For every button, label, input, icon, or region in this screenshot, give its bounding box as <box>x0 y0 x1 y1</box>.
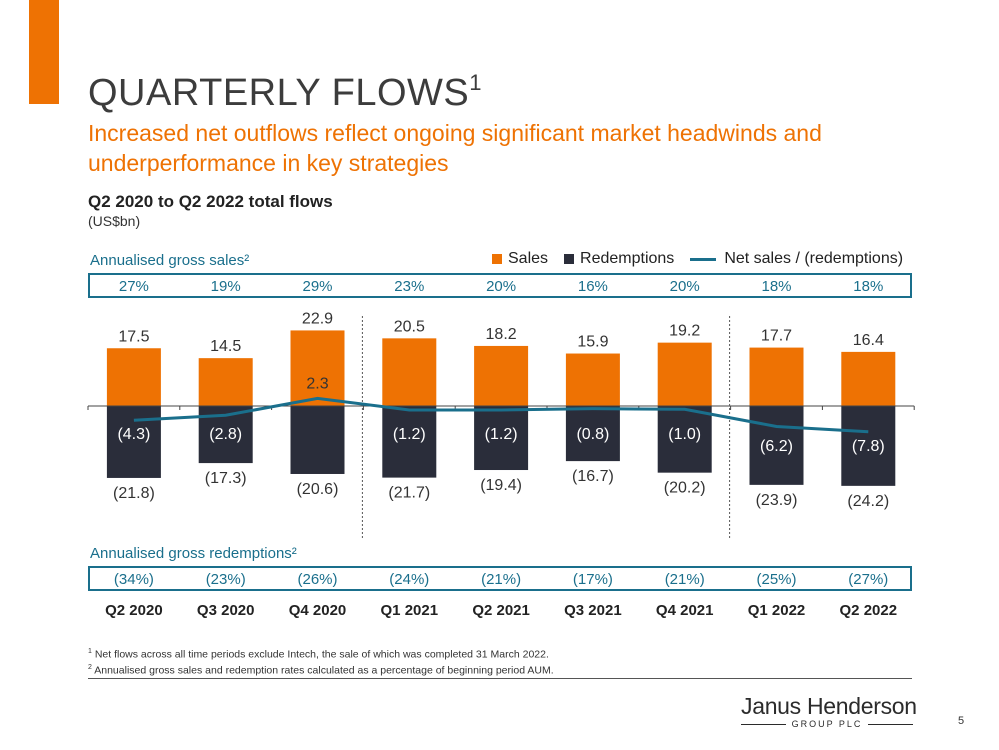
flows-chart: 27% 19% 29% 23% 20% 16% 20% 18% 18% 17.5 (21.8) 14.… <box>87 278 915 619</box>
gross-sales-rate: 20% <box>670 278 700 295</box>
redemptions-value-label: (21.8) <box>113 485 155 502</box>
legend-redemptions-swatch <box>564 254 575 264</box>
redemptions-value-label: (21.7) <box>388 485 430 502</box>
legend-sales: Sales <box>492 250 548 268</box>
gross-sales-label: Annualised gross sales² <box>90 252 250 269</box>
redemptions-value-label: (16.7) <box>572 468 614 485</box>
net-value-label: (0.8) <box>576 426 609 443</box>
sales-value-label: 17.7 <box>761 328 792 345</box>
redemptions-bar <box>841 406 896 486</box>
net-flows-line <box>133 396 869 434</box>
gross-sales-box <box>88 273 912 298</box>
sales-bar <box>657 342 712 406</box>
sales-bar <box>749 347 804 406</box>
logo-name: Janus Henderson <box>741 693 917 719</box>
sales-bar <box>106 348 161 406</box>
sales-bar <box>565 353 620 406</box>
net-value-label: (2.8) <box>209 426 242 443</box>
redemptions-value-label: (23.9) <box>756 492 798 509</box>
gross-sales-rate: 20% <box>486 278 516 295</box>
page-subtitle: Increased net outflows reflect ongoing s… <box>88 120 822 176</box>
redemptions-value-label: (17.3) <box>205 470 247 487</box>
page-title: QUARTERLY FLOWS1 <box>88 70 482 114</box>
sales-bar <box>290 330 345 406</box>
footnote-2: 2 Annualised gross sales and redemption … <box>88 664 554 677</box>
page-number: 5 <box>958 715 965 727</box>
x-axis-category-label: Q4 2020 <box>289 602 347 619</box>
sales-value-label: 22.9 <box>302 310 333 327</box>
logo-subtitle: GROUP PLC <box>741 719 914 729</box>
sales-bar <box>198 358 253 406</box>
legend-net-line <box>690 257 717 261</box>
x-axis-category-label: Q1 2021 <box>381 602 439 619</box>
gross-redemptions-rate: (23%) <box>206 571 246 588</box>
sales-value-label: 14.5 <box>210 338 241 355</box>
sales-value-label: 17.5 <box>118 328 149 345</box>
x-axis-category-label: Q3 2020 <box>197 602 255 619</box>
chart-unit: (US$bn) <box>88 213 141 229</box>
sales-bar <box>474 345 529 406</box>
redemptions-bar <box>657 406 712 473</box>
gross-redemptions-rate: (21%) <box>665 571 705 588</box>
net-value-label: (1.0) <box>668 426 701 443</box>
gross-redemptions-rate: (26%) <box>297 571 337 588</box>
redemptions-bar <box>290 406 345 474</box>
sales-value-label: 20.5 <box>394 318 425 335</box>
footnote-divider <box>88 678 912 679</box>
chart-title: Q2 2020 to Q2 2022 total flows <box>88 192 333 211</box>
gross-redemptions-label: Annualised gross redemptions² <box>90 545 297 562</box>
sales-value-label: 18.2 <box>486 326 517 343</box>
net-value-label: (7.8) <box>852 438 885 455</box>
sales-value-label: 15.9 <box>577 334 608 351</box>
net-value-label: (4.3) <box>117 426 150 443</box>
net-value-label: (6.2) <box>760 438 793 455</box>
net-value-label: 2.3 <box>306 375 328 392</box>
redemptions-bar <box>474 406 529 471</box>
redemptions-value-label: (24.2) <box>847 493 889 510</box>
sales-bar <box>382 338 437 406</box>
gross-redemptions-rate: (24%) <box>389 571 429 588</box>
net-value-label: (1.2) <box>393 426 426 443</box>
net-value-label: (1.2) <box>485 426 518 443</box>
redemptions-value-label: (20.2) <box>664 480 706 497</box>
legend-sales-swatch <box>492 254 502 264</box>
gross-sales-rate: 23% <box>394 278 424 295</box>
redemptions-bar <box>565 406 620 462</box>
gross-redemptions-box <box>88 566 912 591</box>
legend-net: Net sales / (redemptions) <box>690 250 903 268</box>
gross-sales-rate: 29% <box>302 278 332 295</box>
gross-redemptions-rate: (21%) <box>481 571 521 588</box>
gross-redemptions-rate: (34%) <box>114 571 154 588</box>
gross-sales-rate: 18% <box>853 278 883 295</box>
sales-value-label: 19.2 <box>669 323 700 340</box>
redemptions-bar <box>382 406 437 478</box>
accent-bar <box>29 0 59 104</box>
gross-sales-rate: 19% <box>211 278 241 295</box>
gross-sales-rate: 18% <box>761 278 791 295</box>
gross-sales-rate: 16% <box>578 278 608 295</box>
legend-redemptions: Redemptions <box>564 250 674 268</box>
x-axis-category-label: Q2 2021 <box>472 602 530 619</box>
sales-bar <box>841 351 896 406</box>
gross-redemptions-rate: (17%) <box>573 571 613 588</box>
x-axis-category-label: Q4 2021 <box>656 602 714 619</box>
sales-value-label: 16.4 <box>853 332 884 349</box>
gross-redemptions-rate: (27%) <box>848 571 888 588</box>
x-axis-category-label: Q2 2020 <box>105 602 163 619</box>
x-axis-category-label: Q3 2021 <box>564 602 622 619</box>
redemptions-bar <box>749 406 804 485</box>
chart-legend: Sales Redemptions Net sales / (redemptio… <box>492 250 903 268</box>
footnote-1: 1 Net flows across all time periods excl… <box>88 648 549 661</box>
redemptions-value-label: (20.6) <box>297 481 339 498</box>
gross-redemptions-rate: (25%) <box>756 571 796 588</box>
redemptions-value-label: (19.4) <box>480 477 522 494</box>
x-axis-category-label: Q1 2022 <box>748 602 806 619</box>
x-axis-category-label: Q2 2022 <box>840 602 898 619</box>
gross-sales-rate: 27% <box>119 278 149 295</box>
